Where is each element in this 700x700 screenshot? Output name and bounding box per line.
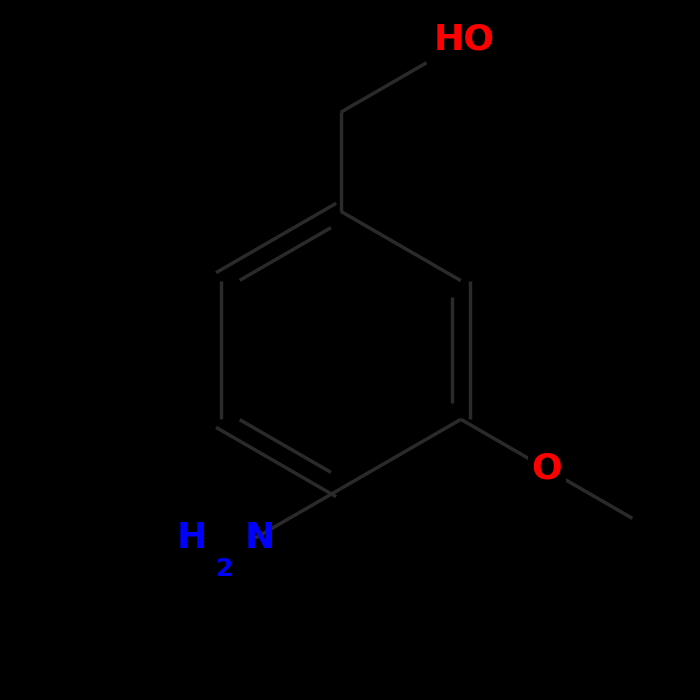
Text: N: N [244,522,275,555]
Text: HO: HO [433,22,494,56]
Text: 2: 2 [216,556,233,581]
Text: H: H [177,522,207,555]
Text: O: O [531,452,562,486]
